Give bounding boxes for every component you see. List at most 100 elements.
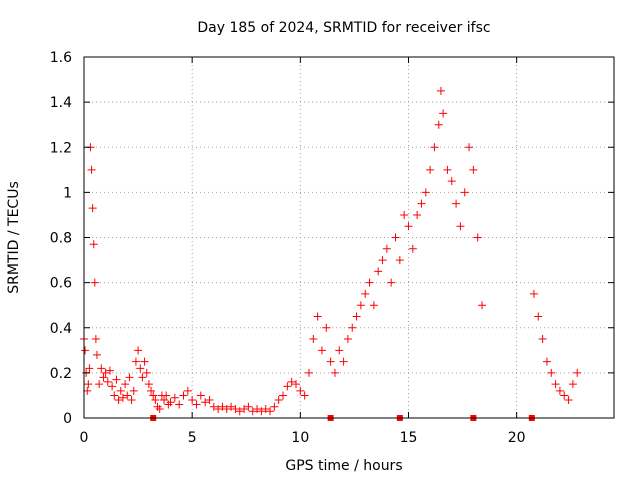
data-point	[300, 391, 309, 400]
data-point	[92, 350, 101, 359]
data-point	[129, 386, 138, 395]
data-point	[296, 386, 305, 395]
ticks-layer	[83, 56, 614, 419]
data-point	[374, 267, 383, 276]
y-tick-label: 0	[63, 411, 72, 427]
chart-title: Day 185 of 2024, SRMTID for receiver ifs…	[197, 20, 490, 36]
data-point	[160, 395, 169, 404]
data-point	[179, 391, 188, 400]
data-point	[335, 346, 344, 355]
data-point	[469, 165, 478, 174]
data-point	[105, 366, 114, 375]
y-tick-label: 1	[63, 185, 72, 201]
data-point	[183, 386, 192, 395]
data-point	[205, 395, 214, 404]
data-point	[81, 346, 90, 355]
data-point	[116, 386, 125, 395]
data-point	[231, 404, 240, 413]
data-point	[426, 165, 435, 174]
tick-labels-layer: 0 0.2 0.4 0.6 0.8 1 1.2 1.4 1.6 0 5 10 15 20	[50, 50, 526, 446]
data-point	[404, 222, 413, 231]
data-point	[387, 278, 396, 287]
y-tick-label: 1.2	[50, 140, 72, 156]
data-point	[292, 380, 300, 389]
data-point	[227, 402, 236, 411]
data-point	[103, 377, 112, 386]
data-point	[465, 143, 474, 152]
data-point	[568, 380, 577, 389]
data-point	[244, 402, 253, 411]
data-point	[118, 393, 127, 402]
data-point	[164, 400, 173, 409]
data-point	[95, 380, 104, 389]
data-point	[121, 380, 130, 389]
data-point	[131, 357, 140, 366]
data-point	[436, 86, 445, 95]
data-point	[188, 395, 197, 404]
data-point	[452, 199, 461, 208]
data-point	[274, 395, 283, 404]
data-point	[439, 109, 448, 118]
data-point	[343, 335, 352, 344]
data-point	[261, 404, 270, 413]
data-point	[361, 289, 370, 298]
data-point	[460, 188, 469, 197]
data-point	[283, 382, 292, 391]
data-point	[110, 391, 119, 400]
y-tick-label: 1.4	[50, 95, 72, 111]
data-point	[151, 395, 160, 404]
data-point	[356, 301, 365, 310]
data-point	[155, 404, 164, 413]
y-tick-label: 1.6	[50, 50, 72, 66]
data-point	[248, 407, 257, 416]
y-axis-title: SRMTID / TECUs	[6, 181, 22, 294]
data-point	[83, 386, 92, 395]
data-point	[114, 395, 123, 404]
data-point	[529, 289, 538, 298]
data-point	[196, 391, 205, 400]
data-point	[253, 404, 262, 413]
data-point	[339, 357, 348, 366]
data-point	[209, 402, 218, 411]
data-point	[573, 368, 582, 377]
data-point	[108, 382, 117, 391]
data-point	[395, 256, 404, 265]
data-point	[240, 404, 249, 413]
data-point	[85, 364, 94, 373]
data-point	[222, 404, 231, 413]
data-point	[149, 391, 158, 400]
data-point	[430, 143, 439, 152]
x-tick-label: 0	[80, 430, 89, 446]
data-point	[391, 233, 400, 242]
data-point	[287, 377, 296, 386]
data-point	[140, 357, 149, 366]
data-point	[99, 373, 108, 382]
data-point	[270, 402, 279, 411]
data-point	[91, 335, 100, 344]
data-point	[322, 323, 331, 332]
data-point	[365, 278, 374, 287]
points-layer	[80, 86, 582, 421]
data-point	[214, 404, 223, 413]
data-point	[87, 165, 96, 174]
data-point	[309, 335, 318, 344]
data-point	[257, 407, 266, 416]
data-point	[564, 395, 573, 404]
data-point	[534, 312, 543, 321]
x-axis-title: GPS time / hours	[285, 458, 402, 474]
data-point	[134, 346, 143, 355]
data-point	[127, 395, 136, 404]
data-point	[125, 373, 134, 382]
data-point	[456, 222, 465, 231]
data-point	[434, 120, 443, 129]
data-point	[542, 357, 551, 366]
grid-layer	[84, 57, 614, 418]
data-point	[555, 386, 564, 395]
data-point	[369, 301, 378, 310]
data-point	[304, 368, 313, 377]
x-tick-label: 5	[188, 430, 197, 446]
data-point	[382, 244, 391, 253]
data-point	[352, 312, 361, 321]
data-point	[538, 335, 547, 344]
data-point	[89, 240, 98, 249]
